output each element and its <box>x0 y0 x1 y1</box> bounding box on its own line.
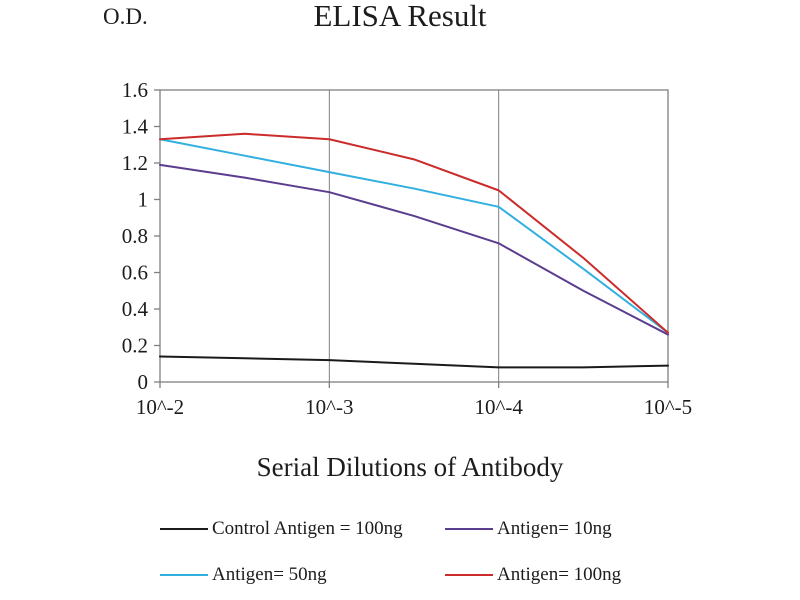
y-axis-unit-label: O.D. <box>103 4 148 29</box>
legend-line-swatch <box>160 574 208 576</box>
series-line <box>159 138 669 334</box>
plot-area: 0 0.2 0.4 0.6 0.8 1 1.2 1.4 1.6 10^-2 10^-3 10^-4 10… <box>122 78 692 419</box>
y-tick-label: 1.2 <box>122 151 148 175</box>
legend-line-swatch <box>445 528 493 530</box>
legend-label: Antigen= 50ng <box>212 564 327 585</box>
y-tick-label: 0.8 <box>122 224 148 248</box>
legend-item-antigen-10ng: Antigen= 10ng <box>445 518 680 540</box>
y-tick-label: 0.6 <box>122 261 148 285</box>
series-line <box>159 132 669 334</box>
series-line <box>159 163 669 336</box>
x-tick-label: 10^-2 <box>136 395 184 419</box>
legend-line-swatch <box>445 574 493 576</box>
y-tick-label: 0.2 <box>122 334 148 358</box>
legend: Control Antigen = 100ng Antigen= 10ng An… <box>160 518 680 586</box>
y-tick-label: 1.6 <box>122 78 148 102</box>
y-tick-label: 1 <box>138 188 149 212</box>
x-tick-label: 10^-4 <box>474 395 523 419</box>
legend-line-swatch <box>160 528 208 530</box>
legend-label: Antigen= 10ng <box>497 518 612 539</box>
y-tick-label: 0 <box>138 370 149 394</box>
y-tick-label: 0.4 <box>122 297 149 321</box>
y-tick-label: 1.4 <box>122 115 149 139</box>
series-line <box>159 355 669 369</box>
x-axis-title: Serial Dilutions of Antibody <box>256 452 564 482</box>
legend-label: Antigen= 100ng <box>497 564 622 585</box>
x-tick-label: 10^-5 <box>644 395 692 419</box>
legend-item-control-antigen-100ng: Control Antigen = 100ng <box>160 518 445 540</box>
legend-label: Control Antigen = 100ng <box>212 518 403 539</box>
legend-item-antigen-100ng: Antigen= 100ng <box>445 564 680 586</box>
x-tick-label: 10^-3 <box>305 395 353 419</box>
legend-item-antigen-50ng: Antigen= 50ng <box>160 564 445 586</box>
chart-title: ELISA Result <box>313 0 487 33</box>
